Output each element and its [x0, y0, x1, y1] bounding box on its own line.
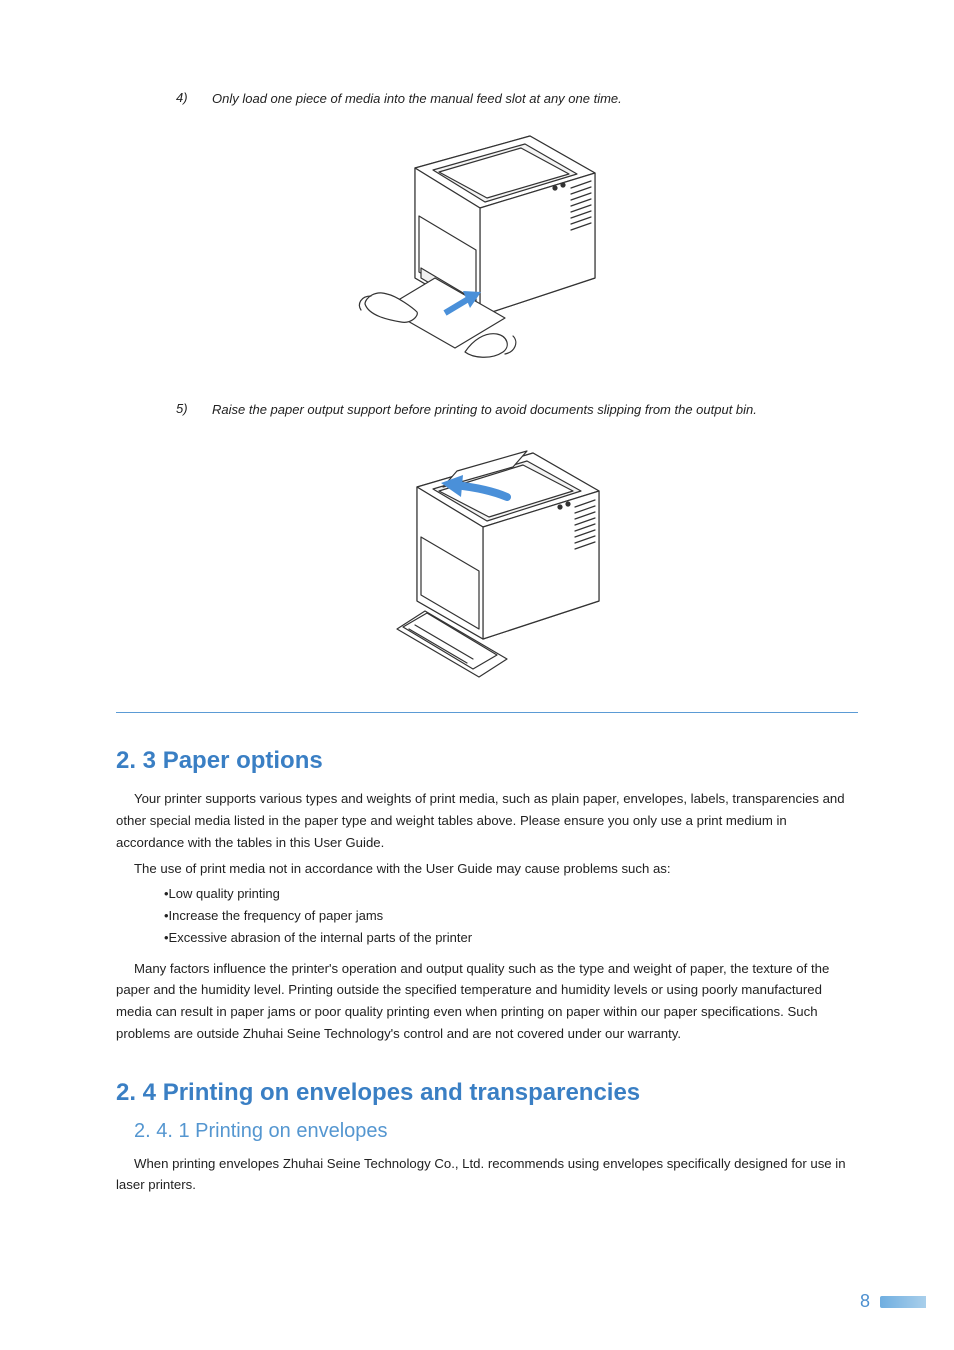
page-number: 8 — [860, 1291, 870, 1312]
printer-manual-feed-icon — [355, 118, 620, 378]
figure-output-support — [116, 429, 858, 694]
para-2-3-b: The use of print media not in accordance… — [116, 858, 858, 880]
para-2-3-c: Many factors influence the printer's ope… — [116, 958, 858, 1045]
printer-output-support-icon — [347, 429, 627, 689]
bullet-item: •Increase the frequency of paper jams — [164, 905, 858, 927]
step-4: 4) Only load one piece of media into the… — [116, 90, 858, 108]
page-number-bar — [880, 1296, 926, 1308]
section-divider — [116, 712, 858, 713]
step-text: Only load one piece of media into the ma… — [212, 90, 622, 108]
heading-2-4-1: 2. 4. 1 Printing on envelopes — [134, 1120, 858, 1143]
figure-manual-feed — [116, 118, 858, 383]
para-2-4-1: When printing envelopes Zhuhai Seine Tec… — [116, 1153, 858, 1197]
bullet-list-2-3: •Low quality printing •Increase the freq… — [164, 883, 858, 949]
step-number: 4) — [176, 90, 212, 108]
step-text: Raise the paper output support before pr… — [212, 401, 757, 419]
heading-2-3: 2. 3 Paper options — [116, 747, 858, 776]
page-number-area: 8 — [860, 1291, 926, 1312]
para-2-3-a: Your printer supports various types and … — [116, 788, 858, 853]
heading-2-4: 2. 4 Printing on envelopes and transpare… — [116, 1079, 858, 1108]
step-5: 5) Raise the paper output support before… — [116, 401, 858, 419]
step-number: 5) — [176, 401, 212, 419]
document-page: 4) Only load one piece of media into the… — [0, 0, 954, 1350]
bullet-item: •Excessive abrasion of the internal part… — [164, 927, 858, 949]
bullet-item: •Low quality printing — [164, 883, 858, 905]
